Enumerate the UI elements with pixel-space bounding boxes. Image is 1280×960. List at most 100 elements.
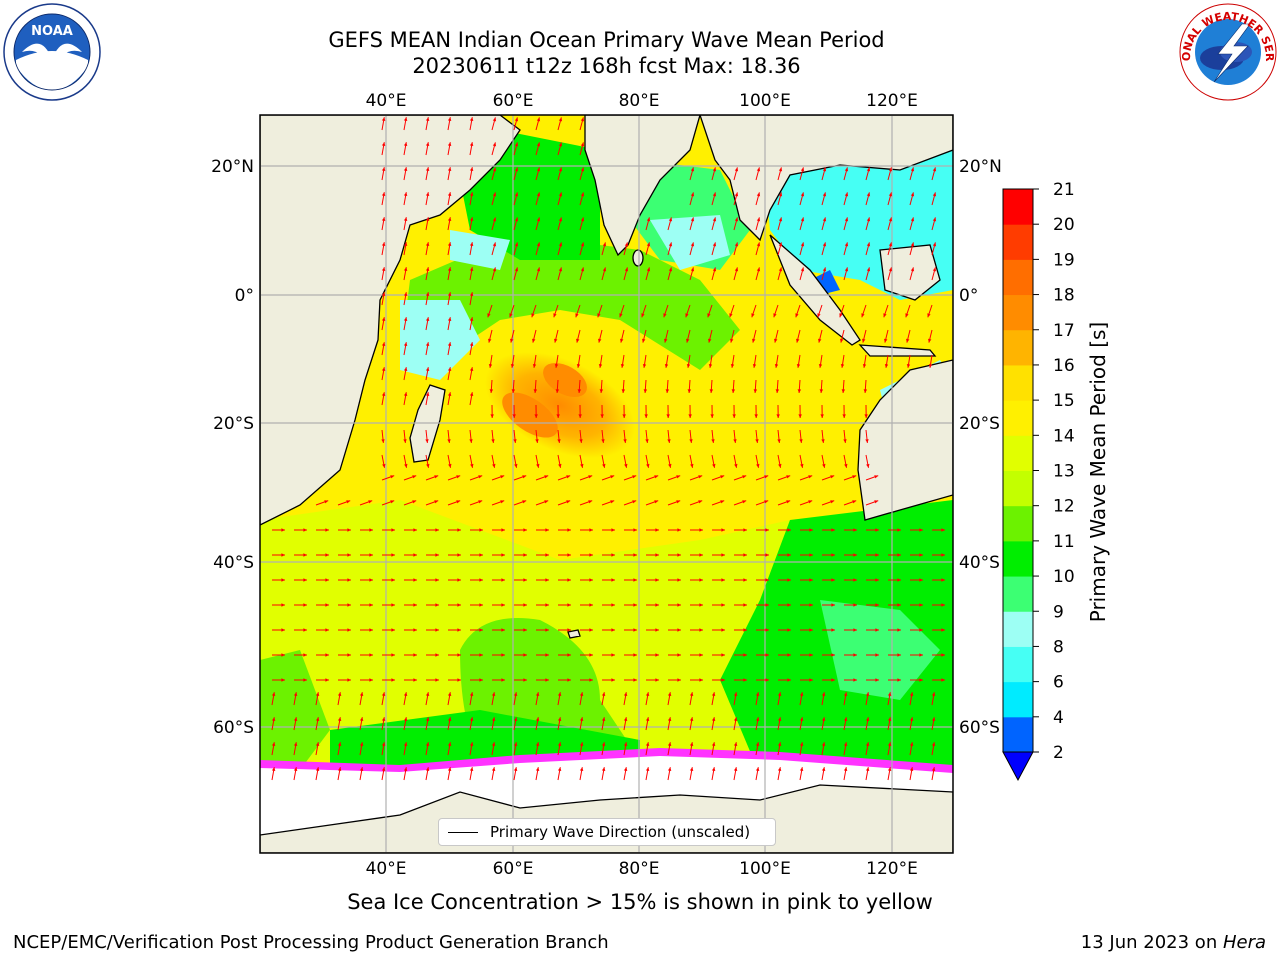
wave-arrow	[557, 242, 563, 256]
wave-arrow	[667, 242, 673, 256]
colorbar-tick-label: 12	[1053, 497, 1075, 517]
wave-arrow	[536, 628, 549, 632]
wave-arrow	[821, 429, 825, 443]
wave-arrow	[492, 578, 505, 582]
wave-arrow	[777, 242, 783, 256]
wave-arrow	[492, 628, 505, 632]
noaa-logo: NOAA	[3, 3, 101, 101]
wave-arrow	[597, 304, 603, 318]
wave-arrow	[403, 392, 408, 406]
wave-arrow	[403, 767, 408, 781]
land-java	[858, 344, 937, 357]
wave-arrow	[600, 404, 604, 419]
wave-arrow	[447, 192, 452, 206]
wave-arrow	[382, 678, 395, 682]
wave-arrow	[843, 167, 849, 181]
wave-arrow	[513, 167, 519, 181]
wave-arrow	[733, 242, 739, 256]
wave-arrow	[884, 329, 889, 343]
wave-arrow	[910, 528, 923, 532]
wave-arrow	[777, 454, 782, 468]
wave-arrow	[667, 692, 672, 706]
wave-arrow	[381, 292, 386, 306]
wave-arrow	[931, 167, 937, 181]
wave-arrow	[799, 192, 805, 206]
wave-arrow	[668, 678, 681, 682]
wave-arrow	[491, 475, 505, 481]
wave-arrow	[619, 304, 625, 318]
colorbar-segment	[1003, 611, 1033, 647]
wave-arrow	[667, 454, 672, 468]
wave-arrow	[755, 692, 760, 706]
wave-arrow	[293, 742, 298, 756]
colorbar-tick-label: 9	[1053, 602, 1064, 622]
wave-arrow	[733, 217, 739, 231]
wave-arrow	[535, 500, 549, 506]
wave-arrow	[577, 379, 582, 394]
wave-arrow	[800, 528, 813, 532]
wave-arrow	[910, 578, 923, 582]
wave-arrow	[865, 475, 879, 481]
wave-arrow	[646, 578, 659, 582]
wave-arrow	[404, 578, 417, 582]
wave-arrow	[381, 500, 395, 506]
wave-arrow	[557, 217, 563, 231]
wave-arrow	[403, 500, 417, 506]
lat-tick-right: 20°N	[959, 157, 1002, 177]
wave-arrow	[602, 578, 615, 582]
wave-arrow	[404, 678, 417, 682]
wave-arrow	[558, 678, 571, 682]
wave-arrow	[533, 379, 538, 394]
wave-arrow	[821, 475, 835, 481]
wave-arrow	[381, 342, 386, 356]
wave-arrow	[535, 475, 549, 481]
wave-arrow	[601, 767, 606, 781]
wave-arrow	[865, 242, 871, 256]
wave-arrow	[733, 429, 737, 443]
wave-arrow	[579, 717, 584, 731]
wave-arrow	[535, 242, 541, 256]
wave-arrow	[558, 653, 571, 657]
wave-arrow	[756, 653, 769, 657]
wave-arrow	[535, 217, 541, 231]
lon-tick-bottom: 120°E	[866, 859, 918, 879]
wave-arrow	[866, 578, 879, 582]
wave-arrow	[888, 578, 901, 582]
wave-arrow	[642, 354, 647, 368]
wave-arrow	[360, 628, 373, 632]
land-kerguelen	[567, 629, 581, 639]
colorbar-tick-label: 21	[1053, 180, 1075, 200]
wave-arrow	[887, 742, 892, 756]
land-india	[584, 115, 701, 257]
wave-arrow	[712, 553, 725, 557]
wave-arrow	[863, 379, 868, 394]
wave-arrow	[599, 379, 604, 394]
wave-arrow	[403, 242, 408, 256]
wave-arrow	[602, 603, 615, 607]
wave-arrow	[821, 742, 826, 756]
wave-arrow	[821, 767, 826, 781]
wave-arrow	[557, 475, 571, 481]
wave-arrow	[579, 192, 585, 206]
wave-arrow	[734, 603, 747, 607]
wave-arrow	[800, 678, 813, 682]
wave-arrow	[315, 767, 320, 781]
wave-arrow	[623, 429, 627, 443]
wave-arrow	[579, 242, 585, 256]
wave-arrow	[817, 304, 823, 318]
wave-arrow	[447, 242, 452, 256]
wave-arrow	[799, 717, 804, 731]
wave-arrow	[646, 628, 659, 632]
wave-arrow	[536, 528, 549, 532]
wave-arrow	[667, 500, 681, 506]
wave-arrow	[818, 329, 823, 343]
wave-arrow	[294, 653, 307, 657]
wave-arrow	[800, 653, 813, 657]
wave-arrow	[642, 329, 647, 343]
wave-arrow	[403, 142, 408, 156]
wave-arrow	[558, 603, 571, 607]
wave-arrow	[689, 454, 694, 468]
wave-arrow	[733, 167, 739, 181]
wave-arrow	[469, 217, 474, 231]
